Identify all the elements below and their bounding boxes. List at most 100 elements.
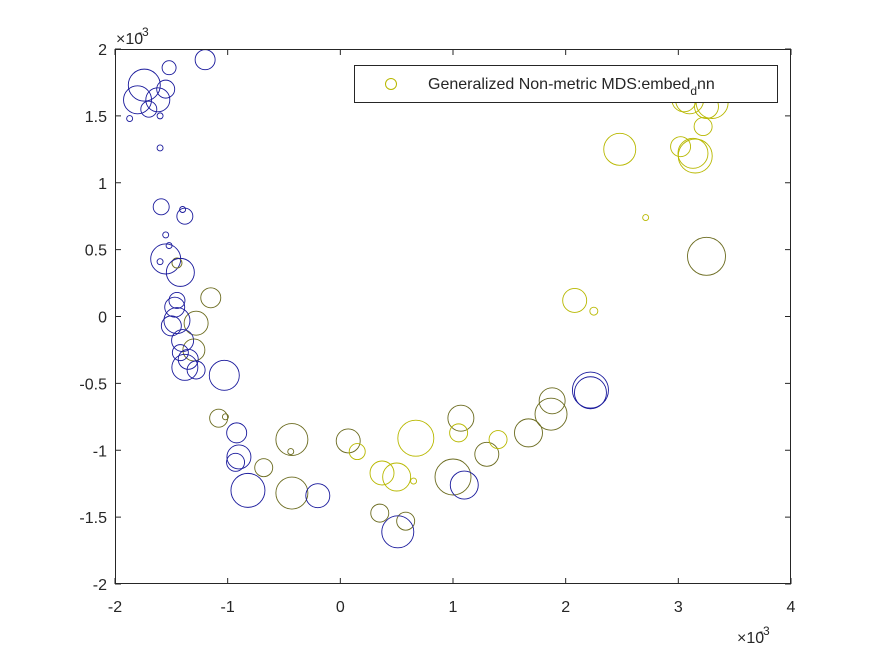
scatter-point xyxy=(171,353,199,381)
plot-area xyxy=(123,49,729,549)
scatter-point xyxy=(287,448,295,456)
scatter-point xyxy=(164,296,186,318)
scatter-point xyxy=(226,444,252,470)
scatter-point xyxy=(123,85,152,115)
scatter-point xyxy=(488,430,508,449)
scatter-point xyxy=(538,387,566,415)
scatter-point xyxy=(200,287,222,309)
y-exponent-power: -3 xyxy=(138,25,149,39)
scatter-point xyxy=(168,292,186,309)
scatter-point xyxy=(382,462,412,492)
scatter-point xyxy=(140,100,158,118)
scatter-point xyxy=(183,310,209,336)
scatter-point xyxy=(226,452,246,472)
scatter-point xyxy=(275,423,309,456)
scatter-point xyxy=(163,307,191,334)
scatter-point xyxy=(171,257,183,269)
scatter-point xyxy=(145,87,171,113)
y-tick-label: -2 xyxy=(93,577,107,594)
scatter-point xyxy=(126,115,134,123)
y-tick-label: -1 xyxy=(93,443,107,460)
y-exponent-base: ×10 xyxy=(116,31,143,48)
scatter-point xyxy=(410,477,418,485)
legend-box xyxy=(354,65,778,103)
y-tick-label: 1.5 xyxy=(85,109,107,126)
scatter-point xyxy=(156,112,164,120)
scatter-point xyxy=(177,348,199,370)
scatter-point xyxy=(369,460,395,486)
scatter-point xyxy=(156,79,176,99)
scatter-point xyxy=(230,472,266,508)
x-exponent-label: ×10 -3 xyxy=(737,624,770,647)
scatter-point xyxy=(397,419,435,457)
scatter-point xyxy=(534,397,568,431)
scatter-point xyxy=(474,441,500,467)
legend-label-tail: nn xyxy=(697,76,715,93)
scatter-point xyxy=(150,243,182,275)
x-tick-label: -2 xyxy=(108,599,122,616)
scatter-point xyxy=(434,458,472,496)
scatter-point xyxy=(603,132,637,166)
x-tick-label: 4 xyxy=(787,599,796,616)
x-tick-label: -1 xyxy=(221,599,235,616)
scatter-point xyxy=(572,371,609,409)
scatter-point xyxy=(687,236,726,276)
scatter-point xyxy=(348,443,366,461)
scatter-point xyxy=(449,423,469,443)
scatter-point xyxy=(449,470,479,500)
x-axis: -2 -1 0 1 2 3 4 xyxy=(108,49,796,616)
scatter-point xyxy=(160,315,182,337)
scatter-point xyxy=(254,458,274,478)
legend-marker-circle xyxy=(385,78,397,90)
y-tick-label: -0.5 xyxy=(79,376,107,393)
x-exponent-base: ×10 xyxy=(737,630,764,647)
scatter-point xyxy=(156,258,164,266)
legend: Generalized Non-metric MDS:embeddnn xyxy=(354,65,778,103)
scatter-point xyxy=(447,404,475,432)
legend-label-main: Generalized Non-metric MDS:embed xyxy=(428,76,690,93)
scatter-point xyxy=(209,408,229,428)
x-tick-label: 3 xyxy=(674,599,683,616)
scatter-point xyxy=(176,207,194,225)
scatter-point xyxy=(165,257,195,287)
scatter-point xyxy=(514,418,543,448)
x-tick-label: 2 xyxy=(561,599,570,616)
x-tick-label: 1 xyxy=(449,599,458,616)
legend-label-sub: d xyxy=(690,84,697,98)
x-exponent-power: -3 xyxy=(759,624,770,638)
y-tick-label: -1.5 xyxy=(79,510,107,527)
scatter-point xyxy=(179,206,187,213)
scatter-point xyxy=(335,428,361,454)
legend-label: Generalized Non-metric MDS:embeddnn xyxy=(428,76,715,98)
scatter-point xyxy=(186,360,206,380)
scatter-point xyxy=(162,231,170,239)
scatter-point xyxy=(562,288,588,313)
data-points xyxy=(123,49,729,549)
y-tick-label: 1 xyxy=(98,176,107,193)
y-tick-label: 0 xyxy=(98,310,107,327)
scatter-point xyxy=(152,198,170,216)
scatter-point xyxy=(221,413,229,421)
scatter-point xyxy=(677,137,709,169)
scatter-point xyxy=(670,136,692,158)
scatter-point xyxy=(589,306,599,316)
scatter-point xyxy=(161,60,177,76)
scatter-point xyxy=(370,503,390,523)
y-axis: -2 -1.5 -1 -0.5 0 0.5 1 1.5 2 xyxy=(79,42,791,594)
scatter-point xyxy=(275,476,309,510)
scatter-point xyxy=(693,117,713,137)
y-tick-label: 2 xyxy=(98,42,107,59)
y-tick-label: 0.5 xyxy=(85,243,107,260)
scatter-point xyxy=(305,483,331,509)
scatter-point xyxy=(171,344,189,362)
scatter-point xyxy=(127,68,161,102)
scatter-point xyxy=(156,144,164,152)
scatter-point xyxy=(226,422,248,444)
y-exponent-label: ×10 -3 xyxy=(116,25,149,48)
scatter-point xyxy=(574,376,607,410)
scatter-point xyxy=(396,511,416,531)
x-tick-label: 0 xyxy=(336,599,345,616)
scatter-point xyxy=(208,359,240,391)
